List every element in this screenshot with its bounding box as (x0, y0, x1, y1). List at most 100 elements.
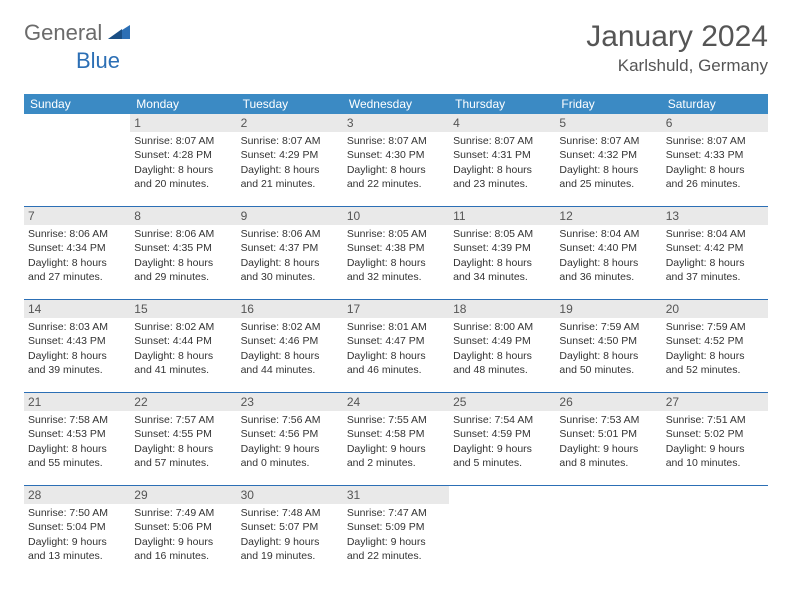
day-number: 29 (130, 486, 236, 504)
sunset-line: Sunset: 4:58 PM (347, 427, 445, 441)
calendar-week-row: 28Sunrise: 7:50 AMSunset: 5:04 PMDayligh… (24, 486, 768, 579)
day-number: 21 (24, 393, 130, 411)
sunrise-line: Sunrise: 8:07 AM (134, 134, 232, 148)
daylight-line: Daylight: 9 hours and 10 minutes. (666, 442, 764, 470)
calendar-day-cell: 3Sunrise: 8:07 AMSunset: 4:30 PMDaylight… (343, 114, 449, 207)
day-number: 26 (555, 393, 661, 411)
daylight-line: Daylight: 8 hours and 25 minutes. (559, 163, 657, 191)
calendar-day-cell: 15Sunrise: 8:02 AMSunset: 4:44 PMDayligh… (130, 300, 236, 393)
daylight-line: Daylight: 9 hours and 8 minutes. (559, 442, 657, 470)
day-number: 31 (343, 486, 449, 504)
calendar-day-cell: 5Sunrise: 8:07 AMSunset: 4:32 PMDaylight… (555, 114, 661, 207)
sunrise-line: Sunrise: 8:01 AM (347, 320, 445, 334)
sunset-line: Sunset: 4:56 PM (241, 427, 339, 441)
sunrise-line: Sunrise: 8:04 AM (559, 227, 657, 241)
calendar-day-cell: 10Sunrise: 8:05 AMSunset: 4:38 PMDayligh… (343, 207, 449, 300)
sunset-line: Sunset: 4:38 PM (347, 241, 445, 255)
day-number: 24 (343, 393, 449, 411)
daylight-line: Daylight: 8 hours and 44 minutes. (241, 349, 339, 377)
day-number: 3 (343, 114, 449, 132)
sunrise-line: Sunrise: 8:07 AM (241, 134, 339, 148)
calendar-week-row: 7Sunrise: 8:06 AMSunset: 4:34 PMDaylight… (24, 207, 768, 300)
calendar-day-cell: 20Sunrise: 7:59 AMSunset: 4:52 PMDayligh… (662, 300, 768, 393)
day-number: 13 (662, 207, 768, 225)
calendar-day-cell: 9 Sunrise: 8:06 AMSunset: 4:37 PMDaylight… (237, 207, 343, 300)
sunset-line: Sunset: 4:33 PM (666, 148, 764, 162)
daylight-line: Daylight: 8 hours and 57 minutes. (134, 442, 232, 470)
sunset-line: Sunset: 4:42 PM (666, 241, 764, 255)
calendar-day-cell: 25Sunrise: 7:54 AMSunset: 4:59 PMDayligh… (449, 393, 555, 486)
sunrise-line: Sunrise: 8:02 AM (134, 320, 232, 334)
daylight-line: Daylight: 8 hours and 32 minutes. (347, 256, 445, 284)
day-number: 11 (449, 207, 555, 225)
sunset-line: Sunset: 4:39 PM (453, 241, 551, 255)
calendar-day-cell: 17Sunrise: 8:01 AMSunset: 4:47 PMDayligh… (343, 300, 449, 393)
daylight-line: Daylight: 8 hours and 46 minutes. (347, 349, 445, 377)
calendar-day-cell: 18Sunrise: 8:00 AMSunset: 4:49 PMDayligh… (449, 300, 555, 393)
sunset-line: Sunset: 5:06 PM (134, 520, 232, 534)
sunset-line: Sunset: 4:28 PM (134, 148, 232, 162)
sunrise-line: Sunrise: 8:00 AM (453, 320, 551, 334)
weekday-header: Sunday (24, 94, 130, 114)
logo-triangle-icon (108, 23, 130, 44)
sunset-line: Sunset: 4:34 PM (28, 241, 126, 255)
sunrise-line: Sunrise: 8:07 AM (347, 134, 445, 148)
sunrise-line: Sunrise: 8:07 AM (666, 134, 764, 148)
day-number: 15 (130, 300, 236, 318)
calendar-day-cell: 19Sunrise: 7:59 AMSunset: 4:50 PMDayligh… (555, 300, 661, 393)
logo-text-blue: Blue (76, 48, 120, 73)
sunset-line: Sunset: 4:30 PM (347, 148, 445, 162)
sunrise-line: Sunrise: 8:06 AM (28, 227, 126, 241)
calendar-day-cell: 30Sunrise: 7:48 AMSunset: 5:07 PMDayligh… (237, 486, 343, 579)
calendar-week-row: 14Sunrise: 8:03 AMSunset: 4:43 PMDayligh… (24, 300, 768, 393)
day-number: 19 (555, 300, 661, 318)
day-number: 9 (237, 207, 343, 225)
daylight-line: Daylight: 8 hours and 48 minutes. (453, 349, 551, 377)
day-number: 2 (237, 114, 343, 132)
sunrise-line: Sunrise: 8:03 AM (28, 320, 126, 334)
sunrise-line: Sunrise: 7:48 AM (241, 506, 339, 520)
sunset-line: Sunset: 4:40 PM (559, 241, 657, 255)
day-number: 18 (449, 300, 555, 318)
sunrise-line: Sunrise: 8:05 AM (453, 227, 551, 241)
daylight-line: Daylight: 9 hours and 13 minutes. (28, 535, 126, 563)
sunset-line: Sunset: 5:07 PM (241, 520, 339, 534)
sunset-line: Sunset: 4:35 PM (134, 241, 232, 255)
sunset-line: Sunset: 5:04 PM (28, 520, 126, 534)
daylight-line: Daylight: 8 hours and 26 minutes. (666, 163, 764, 191)
sunrise-line: Sunrise: 8:06 AM (241, 227, 339, 241)
daylight-line: Daylight: 8 hours and 27 minutes. (28, 256, 126, 284)
day-number: 22 (130, 393, 236, 411)
calendar-day-cell: 31 Sunrise: 7:47 AMSunset: 5:09 PMDayligh… (343, 486, 449, 579)
daylight-line: Daylight: 8 hours and 50 minutes. (559, 349, 657, 377)
sunset-line: Sunset: 5:09 PM (347, 520, 445, 534)
calendar-day-cell: 4Sunrise: 8:07 AMSunset: 4:31 PMDaylight… (449, 114, 555, 207)
daylight-line: Daylight: 9 hours and 5 minutes. (453, 442, 551, 470)
logo-text-general: General (24, 20, 102, 46)
calendar-day-cell (449, 486, 555, 579)
weekday-header: Thursday (449, 94, 555, 114)
daylight-line: Daylight: 9 hours and 22 minutes. (347, 535, 445, 563)
sunset-line: Sunset: 4:59 PM (453, 427, 551, 441)
title-block: January 2024 Karlshuld, Germany (586, 20, 768, 76)
daylight-line: Daylight: 8 hours and 30 minutes. (241, 256, 339, 284)
calendar-day-cell: 1Sunrise: 8:07 AMSunset: 4:28 PMDaylight… (130, 114, 236, 207)
sunrise-line: Sunrise: 8:07 AM (453, 134, 551, 148)
daylight-line: Daylight: 9 hours and 19 minutes. (241, 535, 339, 563)
daylight-line: Daylight: 8 hours and 34 minutes. (453, 256, 551, 284)
calendar-day-cell: 24Sunrise: 7:55 AMSunset: 4:58 PMDayligh… (343, 393, 449, 486)
calendar-day-cell: 27Sunrise: 7:51 AMSunset: 5:02 PMDayligh… (662, 393, 768, 486)
sunrise-line: Sunrise: 7:53 AM (559, 413, 657, 427)
month-title: January 2024 (586, 20, 768, 54)
sunrise-line: Sunrise: 7:51 AM (666, 413, 764, 427)
sunrise-line: Sunrise: 8:07 AM (559, 134, 657, 148)
sunset-line: Sunset: 4:37 PM (241, 241, 339, 255)
sunrise-line: Sunrise: 8:04 AM (666, 227, 764, 241)
sunrise-line: Sunrise: 7:47 AM (347, 506, 445, 520)
calendar-day-cell: 22Sunrise: 7:57 AMSunset: 4:55 PMDayligh… (130, 393, 236, 486)
day-number: 14 (24, 300, 130, 318)
calendar-day-cell: 7Sunrise: 8:06 AMSunset: 4:34 PMDaylight… (24, 207, 130, 300)
calendar-day-cell: 14Sunrise: 8:03 AMSunset: 4:43 PMDayligh… (24, 300, 130, 393)
weekday-header: Friday (555, 94, 661, 114)
sunrise-line: Sunrise: 8:05 AM (347, 227, 445, 241)
